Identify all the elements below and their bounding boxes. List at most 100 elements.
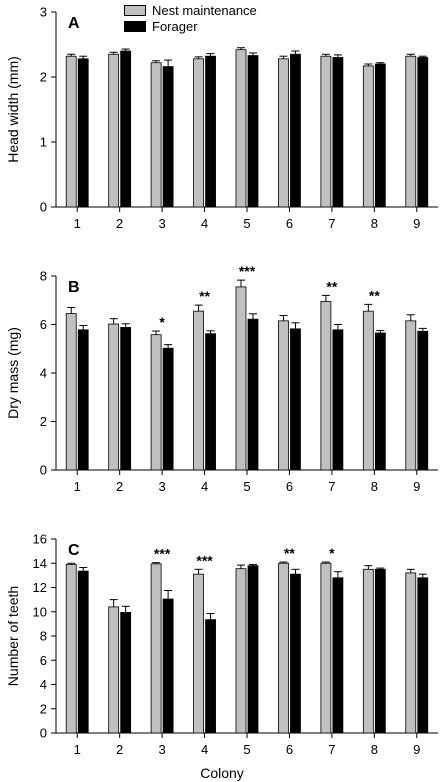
x-tick-label: 3: [158, 479, 165, 494]
x-tick-label: 7: [328, 742, 335, 757]
bar-nest-maintenance: [65, 313, 77, 471]
legend-label-forager: Forager: [152, 18, 198, 34]
panel-label: B: [68, 279, 80, 296]
x-tick-label: 8: [371, 216, 378, 231]
bar-forager: [374, 63, 386, 208]
x-tick-label: 2: [116, 742, 123, 757]
x-tick-label: 5: [243, 742, 250, 757]
significance-marker: *: [329, 545, 335, 561]
x-tick-label: 8: [371, 479, 378, 494]
x-tick-label: 5: [243, 216, 250, 231]
bar-forager: [247, 565, 259, 734]
y-tick-label: 1: [40, 135, 47, 150]
bar-nest-maintenance: [150, 563, 162, 734]
y-axis-title: Dry mass (mg): [5, 327, 21, 419]
bar-nest-maintenance: [235, 49, 247, 208]
x-tick-label: 4: [201, 742, 208, 757]
bar-forager: [290, 573, 301, 734]
x-tick-label: 1: [74, 216, 81, 231]
y-tick-label: 8: [40, 269, 47, 284]
bar-nest-maintenance: [362, 310, 374, 471]
bar-forager: [205, 55, 216, 208]
bar-forager: [205, 619, 216, 734]
bar-nest-maintenance: [320, 301, 332, 471]
significance-marker: *: [159, 314, 165, 330]
legend-label-nest-maintenance: Nest maintenance: [152, 2, 257, 18]
bar-forager: [332, 57, 344, 208]
bar-forager: [77, 329, 89, 471]
y-axis-title: Number of teeth: [5, 586, 21, 686]
x-tick-label: 2: [116, 479, 123, 494]
x-tick-label: 7: [328, 216, 335, 231]
y-tick-label: 4: [40, 677, 47, 692]
bar-nest-maintenance: [362, 568, 374, 734]
bar-nest-maintenance: [405, 55, 417, 208]
bar-forager: [247, 55, 259, 208]
x-tick-label: 3: [158, 216, 165, 231]
y-tick-label: 2: [40, 414, 47, 429]
x-tick-label: 7: [328, 479, 335, 494]
bar-nest-maintenance: [193, 310, 204, 471]
x-tick-label: 6: [286, 216, 293, 231]
significance-marker: **: [199, 288, 210, 304]
bar-forager: [247, 318, 259, 471]
legend-item-forager: Forager: [124, 18, 257, 34]
y-axis-title: Head width (mm): [5, 56, 21, 163]
x-axis-title-colony: Colony: [200, 765, 244, 781]
bar-nest-maintenance: [108, 606, 120, 734]
bar-forager: [162, 347, 174, 471]
x-tick-label: 5: [243, 479, 250, 494]
y-tick-label: 10: [33, 604, 47, 619]
x-tick-label: 4: [201, 216, 208, 231]
bar-nest-maintenance: [405, 320, 417, 471]
y-tick-label: 0: [40, 200, 47, 215]
x-tick-label: 6: [286, 742, 293, 757]
bar-nest-maintenance: [320, 55, 332, 208]
bar-nest-maintenance: [65, 564, 77, 734]
bar-nest-maintenance: [278, 562, 289, 734]
x-tick-label: 9: [413, 479, 420, 494]
legend-swatch-nest-maintenance: [124, 4, 146, 16]
bar-nest-maintenance: [150, 62, 162, 208]
bar-nest-maintenance: [108, 323, 120, 471]
significance-marker: **: [369, 287, 380, 303]
y-tick-label: 14: [33, 556, 47, 571]
bar-forager: [332, 577, 344, 734]
y-tick-label: 4: [40, 366, 47, 381]
bar-forager: [120, 611, 132, 734]
x-tick-label: 8: [371, 742, 378, 757]
bar-forager: [162, 66, 174, 208]
bar-forager: [417, 57, 429, 208]
y-tick-label: 12: [33, 580, 47, 595]
bar-nest-maintenance: [108, 53, 120, 208]
bar-nest-maintenance: [405, 572, 417, 734]
x-tick-label: 1: [74, 742, 81, 757]
bar-forager: [374, 568, 386, 734]
bar-forager: [290, 53, 301, 208]
significance-marker: ***: [196, 552, 213, 568]
bar-nest-maintenance: [193, 58, 204, 208]
significance-marker: ***: [154, 546, 171, 562]
y-tick-label: 8: [40, 629, 47, 644]
bar-forager: [417, 330, 429, 471]
y-tick-label: 2: [40, 701, 47, 716]
bar-nest-maintenance: [235, 286, 247, 471]
x-tick-label: 2: [116, 216, 123, 231]
chart-panel-a: 0 1 2 3 Head width (mm) A 1 2 3 4 5 6 7 8 9: [5, 5, 438, 231]
panel-label: C: [68, 542, 80, 559]
bar-nest-maintenance: [278, 58, 289, 208]
bar-forager: [290, 328, 301, 471]
legend-item-nest-maintenance: Nest maintenance: [124, 2, 257, 18]
bar-forager: [417, 577, 429, 734]
x-tick-label: 4: [201, 479, 208, 494]
bar-nest-maintenance: [320, 562, 332, 734]
significance-marker: **: [284, 545, 295, 561]
bar-nest-maintenance: [235, 568, 247, 734]
bar-forager: [374, 332, 386, 471]
x-tick-label: 6: [286, 479, 293, 494]
y-tick-label: 0: [40, 726, 47, 741]
bar-forager: [120, 50, 132, 208]
bar-forager: [77, 58, 89, 208]
